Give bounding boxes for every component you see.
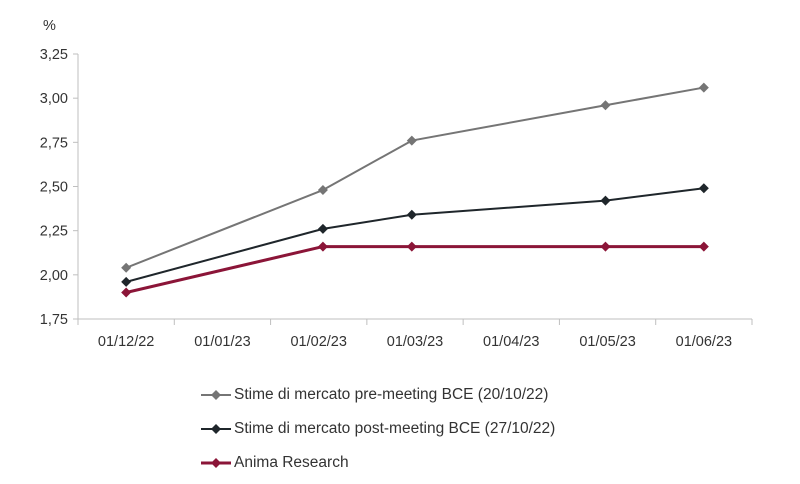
- legend-item: Anima Research: [200, 446, 555, 480]
- x-tick-label: 01/12/22: [98, 334, 154, 350]
- legend-swatch-marker: [211, 390, 221, 400]
- data-point-marker: [121, 276, 132, 287]
- y-axis-ticks: 3,25 3,00 2,75 2,50 2,25 2,00 1,75: [40, 47, 78, 328]
- data-point-marker: [317, 185, 328, 196]
- data-point-marker: [600, 195, 611, 206]
- series-1: [121, 82, 709, 273]
- y-axis-unit-label: %: [43, 18, 56, 34]
- legend: Stime di mercato pre-meeting BCE (20/10/…: [200, 378, 555, 480]
- x-tick-label: 01/02/23: [290, 334, 346, 350]
- y-tick-label: 2,00: [40, 268, 68, 284]
- legend-swatch-marker: [211, 424, 221, 434]
- legend-swatch-marker: [211, 458, 221, 468]
- legend-swatch: [201, 458, 231, 468]
- data-point-marker: [698, 241, 709, 252]
- series-line: [125, 86, 705, 269]
- y-tick-label: 1,75: [40, 312, 68, 328]
- x-tick-label: 01/01/23: [194, 334, 250, 350]
- y-tick-label: 2,25: [40, 224, 68, 240]
- y-tick-label: 2,75: [40, 135, 68, 151]
- legend-item: Stime di mercato post-meeting BCE (27/10…: [200, 412, 555, 446]
- data-point-marker: [406, 241, 417, 252]
- series-2: [121, 183, 709, 287]
- legend-label: Stime di mercato pre-meeting BCE (20/10/…: [234, 386, 549, 403]
- x-tick-label: 01/04/23: [483, 334, 539, 350]
- data-point-marker: [317, 223, 328, 234]
- series-3: [121, 241, 709, 298]
- x-tick-label: 01/03/23: [387, 334, 443, 350]
- data-point-marker: [121, 287, 132, 298]
- data-point-marker: [600, 241, 611, 252]
- data-point-marker: [406, 209, 417, 220]
- series-line: [125, 187, 704, 283]
- series-line: [125, 245, 704, 294]
- x-tick-label: 01/06/23: [676, 334, 732, 350]
- y-tick-label: 3,25: [40, 47, 68, 63]
- data-point-marker: [600, 100, 611, 111]
- data-point-marker: [406, 135, 417, 146]
- legend-label: Stime di mercato post-meeting BCE (27/10…: [234, 420, 556, 437]
- data-point-marker: [317, 241, 328, 252]
- y-tick-label: 2,50: [40, 180, 68, 196]
- plot-area: [121, 82, 709, 298]
- data-point-marker: [698, 82, 709, 93]
- legend-label: Anima Research: [234, 454, 349, 471]
- data-point-marker: [121, 262, 132, 273]
- y-tick-label: 3,00: [40, 91, 68, 107]
- legend-item: Stime di mercato pre-meeting BCE (20/10/…: [200, 378, 555, 412]
- x-axis-ticks: 01/12/22 01/01/23 01/02/23 01/03/23 01/04/23…: [77, 319, 753, 350]
- legend-swatch: [201, 390, 231, 400]
- legend-swatch: [201, 424, 231, 434]
- data-point-marker: [698, 183, 709, 194]
- x-tick-label: 01/05/23: [579, 334, 635, 350]
